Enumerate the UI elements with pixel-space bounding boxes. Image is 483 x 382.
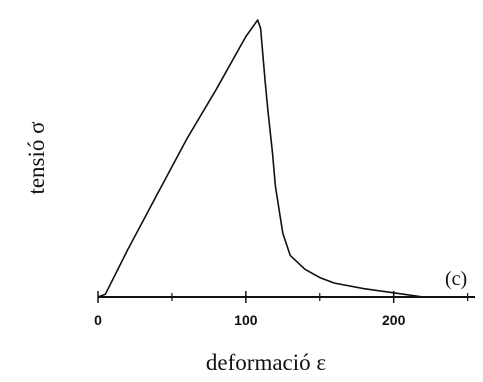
x-axis-title: deformació ε xyxy=(206,350,326,375)
x-tick-label-200: 200 xyxy=(382,312,406,328)
x-tick-label-0: 0 xyxy=(94,312,102,328)
panel-label: (c) xyxy=(445,268,467,290)
series-curve xyxy=(97,19,431,298)
x-tick-label-100: 100 xyxy=(234,312,258,328)
y-axis-title: tensió σ xyxy=(24,121,49,195)
plot-area: 0 100 200 xyxy=(94,19,475,328)
